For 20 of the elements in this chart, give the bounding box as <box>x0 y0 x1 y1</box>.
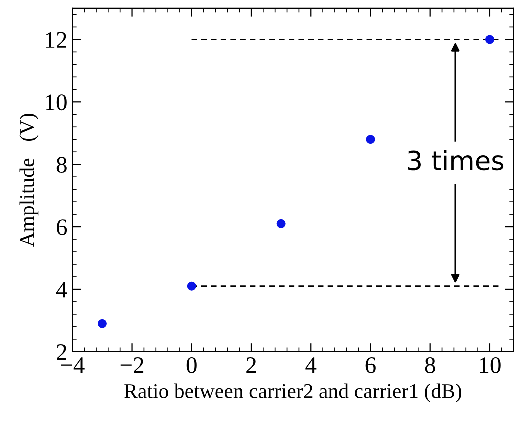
y-tick-label: 6 <box>57 220 68 236</box>
x-axis-title: Ratio between carrier2 and carrier1 (dB) <box>124 384 462 403</box>
point <box>98 319 107 328</box>
y-tick-label: 8 <box>56 157 67 174</box>
y-axis-title: Amplitude (V) <box>20 114 39 248</box>
point <box>366 135 376 144</box>
x-tick-label: 0 <box>186 357 197 374</box>
point <box>485 35 494 44</box>
y-tick-label: 12 <box>46 32 66 48</box>
y-tick-label: 4 <box>56 282 68 298</box>
x-tick-label: 6 <box>366 358 376 374</box>
x-tick-label: 4 <box>306 358 317 374</box>
annotation: 3 times <box>408 150 504 171</box>
y-tick-label: 10 <box>46 94 67 111</box>
x-tick-label: 2 <box>246 358 256 374</box>
x-tick-label: −2 <box>120 358 144 374</box>
x-tick-label: 8 <box>425 357 436 374</box>
x-tick-label: 10 <box>480 357 501 374</box>
point <box>187 282 196 291</box>
point <box>276 219 286 228</box>
